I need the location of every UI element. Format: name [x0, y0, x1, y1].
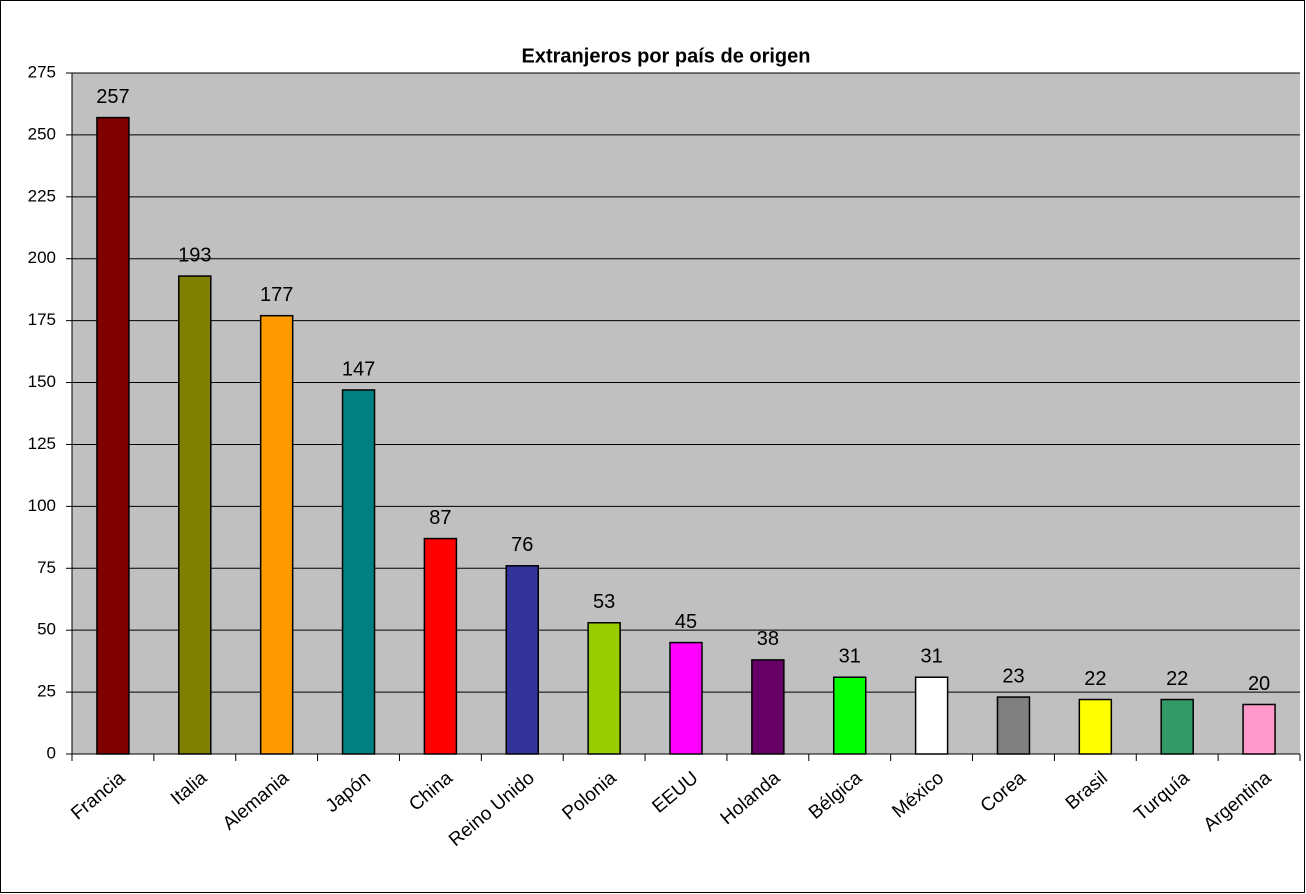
bar — [996, 696, 1031, 755]
bar — [505, 565, 540, 755]
chart-title: Extranjeros por país de origen — [522, 45, 811, 67]
bar — [751, 659, 785, 755]
bar — [423, 537, 458, 755]
y-tick-label: 25 — [37, 682, 56, 701]
bar — [914, 676, 949, 755]
y-tick-label: 125 — [28, 434, 56, 453]
data-label: 22 — [1166, 668, 1188, 690]
data-label: 20 — [1248, 673, 1270, 695]
y-tick-label: 200 — [28, 248, 56, 267]
bar — [1242, 703, 1276, 755]
y-tick-label: 75 — [37, 558, 56, 577]
bar — [587, 622, 621, 755]
data-label: 87 — [429, 507, 451, 529]
bar — [832, 676, 867, 755]
y-tick-label: 100 — [28, 496, 56, 515]
y-tick-label: 150 — [28, 372, 56, 391]
data-label: 257 — [96, 86, 129, 108]
bar — [341, 389, 376, 755]
data-label: 193 — [178, 244, 211, 266]
bar — [1160, 698, 1194, 755]
bar — [96, 116, 130, 755]
y-tick-label: 225 — [28, 186, 56, 205]
data-label: 76 — [511, 534, 533, 556]
data-label: 31 — [920, 646, 942, 668]
data-label: 31 — [839, 646, 861, 668]
y-tick-label: 175 — [28, 310, 56, 329]
y-tick-label: 0 — [47, 743, 56, 762]
data-label: 22 — [1084, 668, 1106, 690]
bar — [1078, 698, 1113, 755]
data-label: 45 — [675, 611, 697, 633]
bar — [669, 641, 703, 755]
data-label: 23 — [1002, 665, 1024, 687]
data-label: 38 — [757, 628, 779, 650]
bar — [259, 314, 294, 755]
y-tick-label: 250 — [28, 124, 56, 143]
bar — [178, 275, 212, 755]
y-tick-label: 50 — [37, 620, 56, 639]
data-label: 147 — [342, 358, 375, 380]
data-label: 177 — [260, 284, 293, 306]
data-label: 53 — [593, 591, 615, 613]
y-tick-label: 275 — [28, 62, 56, 81]
